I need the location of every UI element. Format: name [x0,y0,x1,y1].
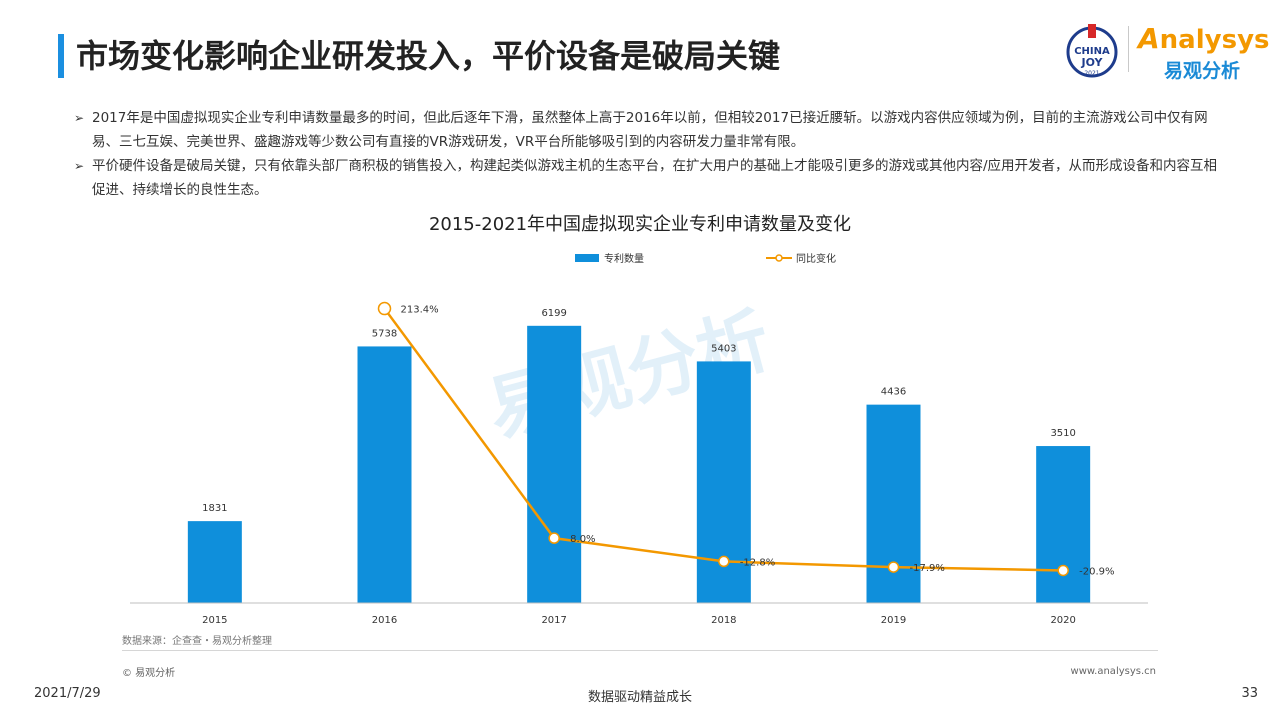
bar-label-2018: 5403 [711,343,736,354]
analysys-logo-text: nalysys [1159,25,1270,55]
bullet-list: ➢ 2017年是中国虚拟现实企业专利申请数量最多的时间，但此后逐年下滑，虽然整体… [74,106,1224,202]
legend-bar-swatch [575,254,599,262]
bar-2017 [527,325,582,603]
bar-2015 [187,521,242,603]
bullet-text: 平价硬件设备是破局关键，只有依靠头部厂商积极的销售投入，构建起类似游戏主机的生态… [92,158,1218,198]
bar-2020 [1036,446,1091,603]
bullet-item: ➢ 平价硬件设备是破局关键，只有依靠头部厂商积极的销售投入，构建起类似游戏主机的… [74,154,1224,202]
x-tick-label-2019: 2019 [881,615,906,626]
footer-divider [122,650,1158,651]
x-tick-label-2018: 2018 [711,615,736,626]
legend-line-marker [775,254,783,262]
bar-label-2019: 4436 [881,387,906,398]
copyright: © 易观分析 [122,668,176,679]
yoy-point-2017 [548,532,560,544]
bullet-arrow-icon: ➢ [74,159,85,173]
x-tick-label-2017: 2017 [541,615,566,626]
data-source: 数据来源：企查查・易观分析整理 [122,636,272,647]
bar-label-2016: 5738 [372,328,397,339]
yoy-label-2019: -17.9% [910,563,945,574]
footer-date: 2021/7/29 [34,686,101,701]
x-tick-label-2015: 2015 [202,615,227,626]
yoy-point-2019 [887,561,900,573]
bar-label-2017: 6199 [541,308,566,319]
website-link[interactable]: www.analysys.cn [1070,666,1156,677]
legend-line-label: 同比变化 [796,252,836,265]
bullet-arrow-icon: ➢ [74,111,85,125]
yoy-label-2020: -20.9% [1079,566,1114,577]
logo-divider [1128,26,1129,72]
title-accent-bar [58,34,64,78]
analysys-logo-cn: 易观分析 [1164,60,1241,82]
bullet-text: 2017年是中国虚拟现实企业专利申请数量最多的时间，但此后逐年下滑，虽然整体上高… [92,110,1208,150]
yoy-point-2018 [718,555,730,568]
chart-title: 2015-2021年中国虚拟现实企业专利申请数量及变化 [428,214,852,235]
yoy-label-2017: 8.0% [570,534,595,545]
yoy-label-2018: -12.8% [740,557,775,568]
footer-slogan: 数据驱动精益成长 [587,690,692,705]
bar-2016 [357,346,412,603]
yoy-point-2020 [1057,564,1069,577]
chinajoy-logo-year: 2021 [1084,70,1099,77]
bar-label-2020: 3510 [1050,428,1075,439]
analysys-logo-initial: A [1138,22,1160,55]
bullet-item: ➢ 2017年是中国虚拟现实企业专利申请数量最多的时间，但此后逐年下滑，虽然整体… [74,106,1224,154]
x-tick-label-2020: 2020 [1050,615,1075,626]
page-title: 市场变化影响企业研发投入，平价设备是破局关键 [76,37,781,75]
analysys-logo: Analysys [1138,22,1270,55]
chinajoy-logo-mid: JOY [1080,56,1103,69]
yoy-point-2016 [377,301,392,316]
chinajoy-logo: CHINA JOY 2021 [1066,24,1118,78]
chinajoy-logo-top: CHINA [1074,46,1110,57]
x-tick-label-2016: 2016 [372,615,397,626]
legend-bar-label: 专利数量 [604,252,644,265]
page-number: 33 [1241,686,1258,701]
yoy-label-2016: 213.4% [401,305,439,316]
bar-label-2015: 1831 [202,503,227,514]
